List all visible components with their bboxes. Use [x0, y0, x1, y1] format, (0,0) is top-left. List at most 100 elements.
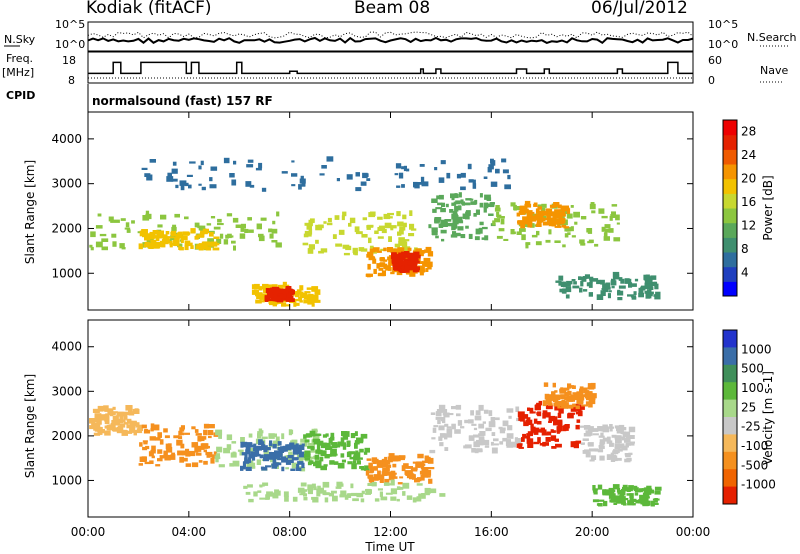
scatter-cell — [104, 419, 110, 425]
scatter-cell — [548, 218, 553, 225]
scatter-cell — [306, 433, 313, 438]
scatter-cell — [643, 487, 651, 492]
x-tick-label: 00:00 — [676, 525, 711, 539]
scatter-cell — [276, 211, 280, 217]
nsky-label: N.Sky — [4, 33, 36, 46]
scatter-cell — [293, 301, 297, 307]
scatter-cell — [452, 194, 459, 199]
scatter-cell — [462, 213, 466, 219]
scatter-region — [243, 479, 446, 503]
scatter-cell — [608, 290, 612, 293]
scatter-cell — [180, 443, 185, 449]
scatter-cell — [627, 500, 634, 506]
scatter-cell — [416, 496, 422, 502]
scatter-cell — [565, 294, 570, 299]
scatter-cell — [255, 167, 262, 171]
scatter-cell — [420, 461, 425, 465]
scatter-cell — [379, 491, 383, 497]
scatter-cell — [576, 419, 581, 423]
scatter-cell — [285, 304, 291, 307]
scatter-cell — [454, 205, 459, 212]
scatter-cell — [167, 443, 172, 448]
scatter-cell — [356, 460, 361, 465]
scatter-cell — [590, 455, 597, 460]
scatter-cell — [266, 491, 273, 497]
scatter-cell — [531, 234, 538, 238]
scatter-cell — [544, 393, 550, 400]
scatter-cell — [521, 437, 525, 442]
scatter-cell — [598, 435, 605, 438]
scatter-cell — [272, 443, 277, 449]
scatter-cell — [381, 471, 388, 476]
scatter-region — [240, 439, 305, 472]
scatter-cell — [610, 457, 616, 462]
scatter-cell — [278, 447, 285, 453]
scatter-cell — [483, 206, 487, 213]
scatter-cell — [340, 490, 347, 497]
scatter-cell — [575, 424, 580, 430]
scatter-cell — [644, 290, 652, 294]
scatter-cell — [271, 295, 276, 298]
scatter-cell — [439, 433, 446, 438]
scatter-cell — [258, 428, 263, 433]
scatter-cell — [216, 238, 222, 244]
scatter-cell — [630, 295, 637, 298]
scatter-cell — [207, 430, 214, 436]
scatter-cell — [629, 441, 635, 446]
scatter-cell — [635, 499, 640, 504]
scatter-cell — [579, 287, 583, 293]
scatter-cell — [524, 203, 532, 208]
scatter-cell — [624, 431, 631, 437]
scatter-cell — [478, 227, 483, 234]
nsearch-line — [87, 31, 694, 39]
scatter-cell — [479, 221, 484, 226]
scatter-cell — [307, 248, 314, 254]
scatter-cell — [402, 482, 410, 489]
scatter-cell — [408, 233, 415, 237]
scatter-cell — [457, 420, 463, 426]
scatter-cell — [139, 442, 143, 447]
scatter-cell — [402, 214, 407, 220]
scatter-cell — [257, 453, 261, 457]
scatter-cell — [631, 296, 637, 300]
scatter-cell — [431, 198, 438, 203]
colorbar-cell — [723, 469, 737, 488]
scatter-cell — [619, 489, 626, 496]
scatter-cell — [190, 228, 196, 234]
scatter-cell — [388, 260, 392, 264]
scatter-cell — [266, 292, 274, 299]
scatter-cell — [435, 235, 439, 239]
scatter-cell — [230, 452, 237, 458]
scatter-cell — [622, 503, 627, 506]
scatter-cell — [97, 419, 102, 425]
scatter-cell — [571, 235, 576, 238]
velocity-ylabel: Slant Range [km] — [23, 374, 37, 478]
scatter-cell — [526, 433, 533, 437]
scatter-cell — [126, 430, 133, 434]
scatter-cell — [542, 441, 546, 447]
scatter-cell — [119, 419, 126, 423]
scatter-cell — [323, 464, 328, 467]
scatter-cell — [141, 456, 147, 460]
scatter-cell — [304, 450, 311, 456]
scatter-cell — [179, 456, 184, 463]
scatter-cell — [458, 192, 462, 198]
scatter-cell — [384, 478, 390, 485]
scatter-cell — [598, 445, 604, 448]
scatter-cell — [310, 446, 315, 451]
scatter-cell — [599, 442, 605, 446]
scatter-cell — [362, 217, 367, 221]
scatter-cell — [385, 464, 392, 468]
scatter-cell — [286, 293, 292, 298]
scatter-cell — [438, 194, 444, 200]
scatter-cell — [572, 403, 576, 408]
scatter-cell — [573, 281, 577, 285]
scatter-cell — [219, 233, 224, 239]
scatter-cell — [379, 262, 386, 268]
scatter-cell — [392, 463, 397, 468]
scatter-cell — [101, 238, 109, 242]
scatter-cell — [173, 435, 180, 439]
scatter-cell — [296, 289, 302, 295]
scatter-cell — [483, 202, 489, 209]
scatter-cell — [430, 412, 436, 415]
